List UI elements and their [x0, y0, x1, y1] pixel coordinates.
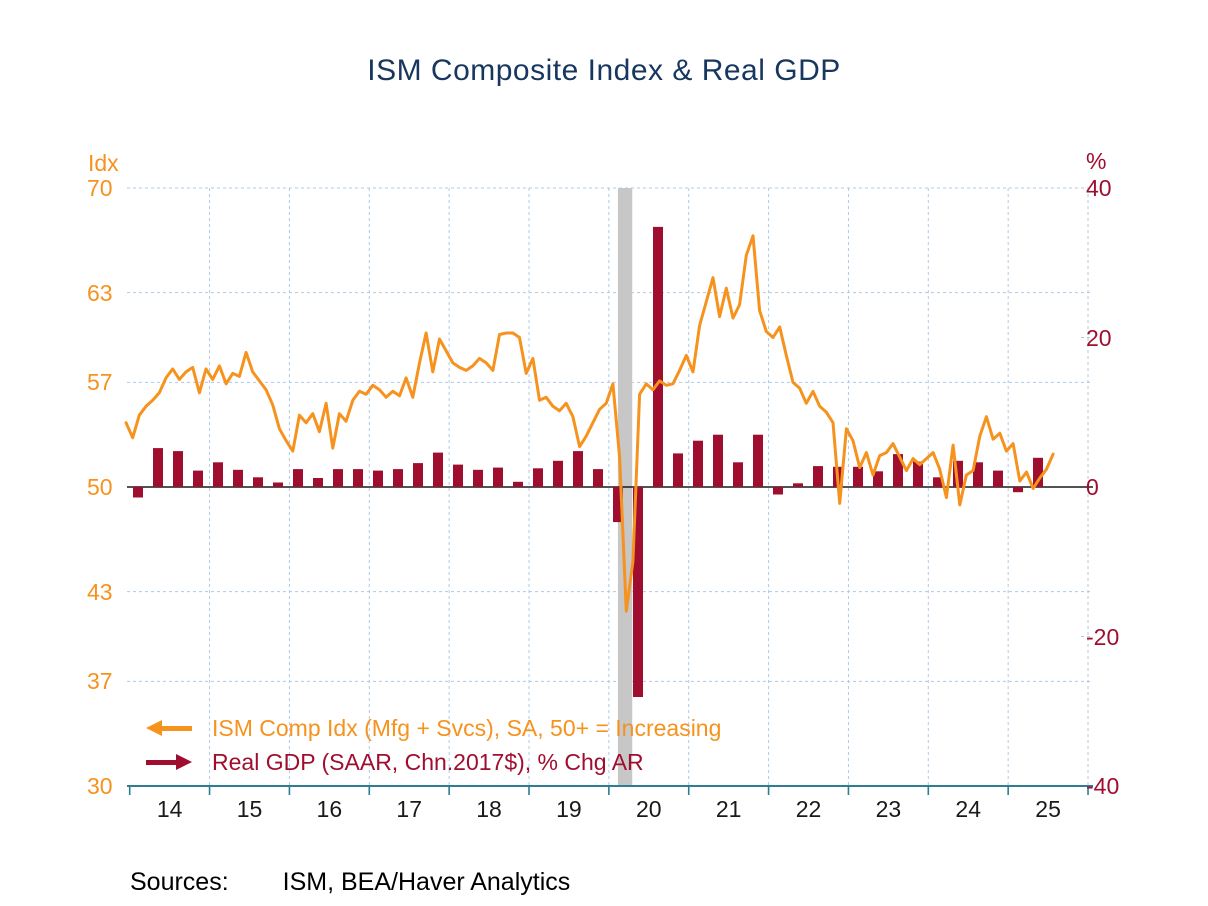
legend-item-ism: ISM Comp Idx (Mfg + Svcs), SA, 50+ = Inc… [146, 711, 721, 745]
left-axis-tick-label: 57 [87, 369, 113, 396]
sources-label: Sources: [130, 868, 229, 896]
right-axis-unit-label: % [1086, 148, 1107, 174]
left-axis-tick-label: 70 [87, 175, 113, 201]
chart-title: ISM Composite Index & Real GDP [367, 54, 841, 87]
left-arrow-icon [146, 720, 192, 736]
x-axis-year-label: 25 [1035, 796, 1061, 822]
x-axis-year-label: 22 [795, 796, 822, 822]
x-axis-year-label: 19 [556, 796, 582, 822]
left-axis-tick-label: 50 [87, 474, 113, 500]
right-axis-tick-label: -40 [1086, 773, 1120, 799]
left-axis-tick-label: 63 [87, 279, 113, 306]
sources-text: ISM, BEA/Haver Analytics [282, 868, 571, 896]
left-axis-tick-label: 43 [87, 578, 113, 605]
x-axis-year-label: 15 [236, 796, 263, 822]
x-axis-year-label: 17 [396, 796, 422, 822]
x-axis-year-label: 20 [635, 796, 662, 822]
left-axis-tick-label: 37 [87, 668, 113, 695]
x-axis-year-label: 23 [875, 796, 902, 822]
left-axis-tick-label: 30 [87, 773, 113, 799]
sources-note: Sources: ISM, BEA/Haver Analytics [130, 868, 570, 897]
x-axis-year-label: 18 [476, 796, 502, 822]
right-axis-tick-label: -20 [1086, 623, 1120, 650]
right-axis-tick-label: 40 [1086, 175, 1112, 201]
x-axis-year-label: 14 [156, 796, 183, 822]
x-axis-year-label: 16 [316, 796, 343, 822]
legend-item-gdp: Real GDP (SAAR, Chn.2017$), % Chg AR [146, 745, 721, 779]
x-axis-year-label: 21 [715, 796, 742, 822]
left-axis-unit-label: Idx [88, 150, 119, 176]
right-arrow-icon [146, 754, 192, 770]
legend: ISM Comp Idx (Mfg + Svcs), SA, 50+ = Inc… [146, 711, 721, 779]
right-axis-tick-label: 20 [1086, 324, 1112, 351]
legend-label-ism: ISM Comp Idx (Mfg + Svcs), SA, 50+ = Inc… [212, 714, 722, 741]
x-axis-year-label: 24 [955, 796, 982, 822]
right-axis-tick-label: 0 [1086, 474, 1099, 500]
legend-label-gdp: Real GDP (SAAR, Chn.2017$), % Chg AR [212, 748, 644, 775]
